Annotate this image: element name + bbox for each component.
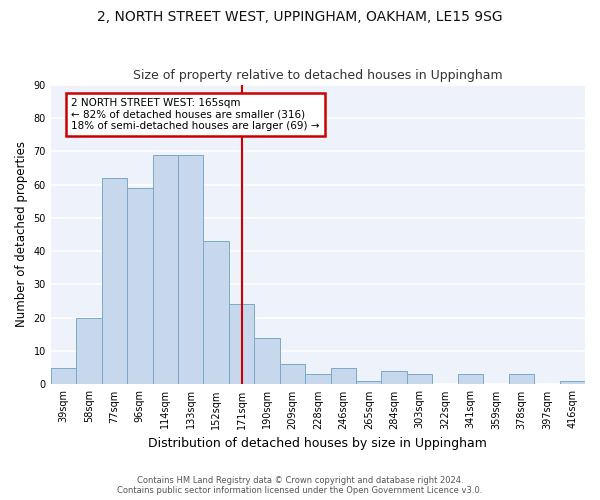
Bar — [356, 381, 382, 384]
Bar — [331, 368, 356, 384]
Text: Contains HM Land Registry data © Crown copyright and database right 2024.
Contai: Contains HM Land Registry data © Crown c… — [118, 476, 482, 495]
Bar — [127, 188, 152, 384]
Y-axis label: Number of detached properties: Number of detached properties — [15, 142, 28, 328]
Bar — [458, 374, 483, 384]
Bar — [560, 381, 585, 384]
Bar — [51, 368, 76, 384]
Bar — [178, 154, 203, 384]
Bar — [305, 374, 331, 384]
Bar — [101, 178, 127, 384]
Bar — [229, 304, 254, 384]
Bar — [407, 374, 433, 384]
Text: 2, NORTH STREET WEST, UPPINGHAM, OAKHAM, LE15 9SG: 2, NORTH STREET WEST, UPPINGHAM, OAKHAM,… — [97, 10, 503, 24]
Bar — [280, 364, 305, 384]
Bar — [382, 371, 407, 384]
Bar — [203, 241, 229, 384]
Text: 2 NORTH STREET WEST: 165sqm
← 82% of detached houses are smaller (316)
18% of se: 2 NORTH STREET WEST: 165sqm ← 82% of det… — [71, 98, 320, 131]
Bar — [152, 154, 178, 384]
Title: Size of property relative to detached houses in Uppingham: Size of property relative to detached ho… — [133, 69, 503, 82]
Bar — [254, 338, 280, 384]
Bar — [76, 318, 101, 384]
Bar — [509, 374, 534, 384]
X-axis label: Distribution of detached houses by size in Uppingham: Distribution of detached houses by size … — [148, 437, 487, 450]
